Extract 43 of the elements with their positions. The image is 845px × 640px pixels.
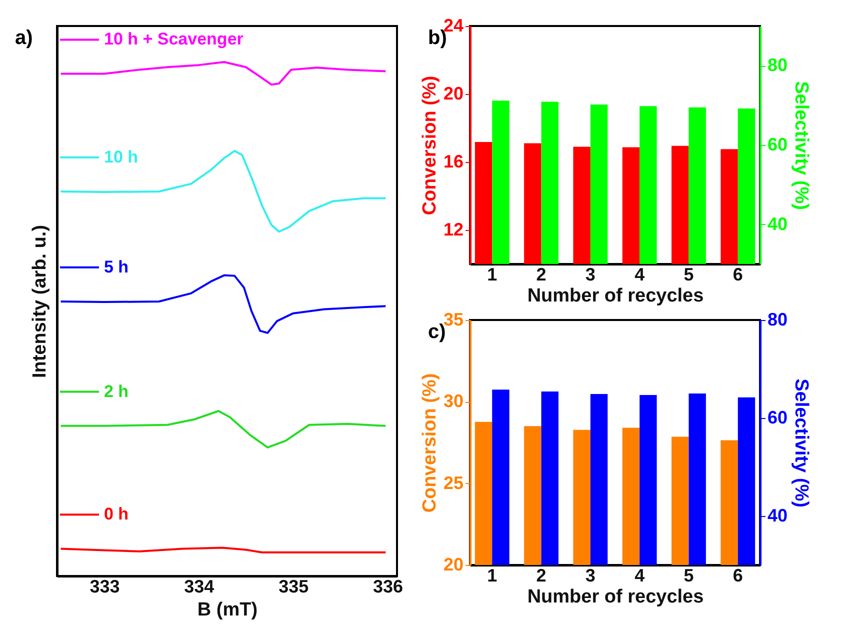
- x-tick-label: 3: [585, 264, 596, 284]
- y-axis-title: Conversion (%): [419, 373, 440, 513]
- y-tick-label: 16: [443, 152, 464, 172]
- legend-label: 10 h: [104, 147, 138, 166]
- x-tick-label: 3: [585, 566, 596, 586]
- x-tick-label: 5: [684, 264, 694, 284]
- legend-label: 10 h + Scavenger: [104, 30, 244, 49]
- y2-tick-label: 40: [768, 214, 788, 234]
- y-tick-label: 35: [443, 310, 464, 330]
- y2-tick-label: 40: [768, 506, 788, 526]
- y-tick-label: 20: [443, 84, 464, 104]
- x-tick-label: 2: [536, 264, 546, 284]
- x-tick-label: 6: [732, 566, 743, 586]
- x-tick-label: 6: [732, 264, 743, 284]
- y-axis-title: Conversion (%): [419, 76, 440, 216]
- x-tick-label: 4: [634, 264, 645, 284]
- y-tick-label: 20: [443, 554, 464, 574]
- x-tick-label: 335: [278, 576, 309, 596]
- legend-label: 2 h: [104, 382, 129, 401]
- y2-tick-label: 60: [768, 134, 788, 154]
- y2-axis-title: Selectivity (%): [790, 81, 812, 210]
- x-axis-title: Number of recycles: [527, 286, 704, 306]
- y-tick-label: 30: [443, 391, 464, 412]
- y2-tick-label: 60: [768, 408, 788, 428]
- y-tick-label: 25: [443, 472, 464, 493]
- y-tick-label: 12: [443, 220, 464, 240]
- legend-label: 0 h: [104, 504, 129, 524]
- legend-label: 5 h: [104, 257, 129, 276]
- x-axis-title: B (mT): [197, 600, 258, 620]
- text: a): [15, 27, 33, 49]
- y2-tick-label: 80: [768, 55, 788, 76]
- x-tick-label: 4: [634, 566, 645, 586]
- x-tick-label: 333: [90, 576, 120, 596]
- x-tick-label: 2: [536, 566, 546, 586]
- x-axis-title: Number of recycles: [527, 586, 704, 608]
- x-tick-label: 1: [487, 566, 498, 586]
- y2-axis-title: Selectivity (%): [790, 378, 812, 508]
- x-tick-label: 334: [184, 576, 214, 596]
- x-tick-label: 336: [373, 576, 404, 596]
- y2-tick-label: 80: [768, 310, 788, 330]
- x-tick-label: 1: [487, 264, 498, 284]
- y-axis-title: Intensity (arb. u.): [30, 224, 50, 378]
- x-tick-label: 5: [684, 566, 694, 586]
